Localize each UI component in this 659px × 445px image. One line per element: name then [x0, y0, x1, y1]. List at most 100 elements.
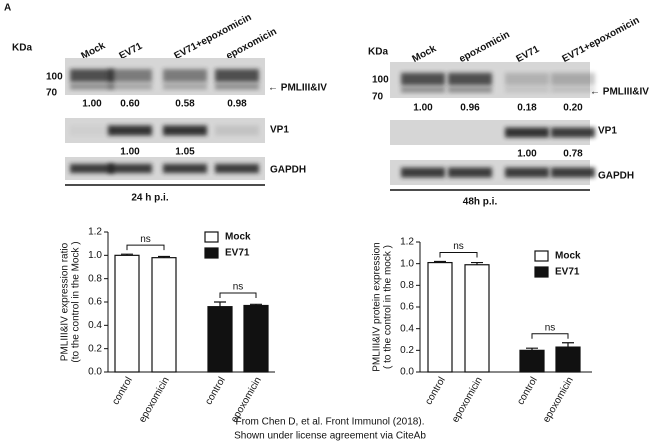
band	[215, 163, 259, 174]
bar	[207, 306, 233, 373]
quant-value: 1.00	[413, 103, 433, 114]
x-tick-label: epoxomicin	[137, 375, 172, 424]
quant-value: 1.00	[517, 149, 537, 160]
lane-label: epoxomicin	[457, 29, 511, 65]
row-label: ← PMLIII&IV	[268, 83, 327, 94]
marker-label: 70	[372, 92, 384, 103]
y-tick-label: 1.2	[88, 227, 102, 238]
band	[505, 87, 549, 93]
lane-label: EV71+epoxomicin	[560, 15, 641, 65]
marker-label: 100	[46, 72, 63, 83]
quant-value: 0.98	[227, 99, 247, 110]
timepoint: 24 h p.i.	[131, 193, 168, 204]
y-tick-label: 0.4	[88, 320, 102, 331]
significance-bracket	[126, 244, 165, 251]
band	[401, 87, 445, 93]
y-axis-label: ( to the control in the mock )	[383, 245, 394, 369]
y-axis-label: (to the control in the Mock )	[71, 241, 82, 362]
panel-label: A	[4, 3, 11, 14]
error-bar	[526, 347, 538, 351]
band	[448, 167, 492, 178]
y-tick-label: 0.6	[400, 302, 414, 313]
x-tick-label: control	[110, 375, 135, 406]
significance-label: ns	[545, 322, 556, 333]
bar	[464, 264, 490, 373]
error-bar	[471, 261, 483, 265]
legend-label: EV71	[225, 248, 250, 259]
marker-label: 70	[46, 88, 58, 99]
x-tick-label: epoxomicin	[541, 375, 576, 424]
band	[505, 167, 549, 178]
quant-value: 0.18	[517, 103, 537, 114]
legend-swatch	[204, 247, 219, 259]
error-bar	[562, 342, 574, 348]
band	[505, 72, 549, 86]
marker-label: 100	[372, 75, 389, 86]
lane-label: Mock	[410, 43, 438, 65]
quant-value: 0.60	[120, 99, 140, 110]
y-tick-label: 1.0	[400, 258, 414, 269]
bar	[427, 261, 453, 373]
bar	[114, 254, 140, 373]
quant-value: 0.20	[563, 103, 583, 114]
kda-label: KDa	[12, 43, 32, 54]
significance-bracket	[531, 333, 569, 339]
timepoint: 48h p.i.	[463, 197, 498, 208]
band	[401, 167, 445, 178]
band	[551, 72, 595, 86]
bar	[555, 346, 581, 373]
x-tick-label: control	[423, 375, 448, 406]
legend-label: Mock	[555, 251, 581, 262]
band	[163, 83, 207, 90]
error-bar	[214, 301, 226, 307]
row-label: VP1	[598, 126, 617, 137]
row-label: ← PMLIII&IV	[590, 87, 649, 98]
y-tick-label: 0.6	[88, 297, 102, 308]
legend-label: Mock	[225, 232, 251, 243]
y-tick-label: 1.0	[88, 250, 102, 261]
row-label: GAPDH	[270, 165, 306, 176]
significance-label: ns	[453, 241, 464, 252]
legend-swatch	[534, 250, 549, 262]
band	[551, 127, 595, 138]
quant-value: 1.00	[120, 147, 140, 158]
band	[505, 127, 549, 138]
band	[448, 87, 492, 93]
error-bar	[434, 260, 446, 263]
x-tick-label: control	[515, 375, 540, 406]
significance-label: ns	[140, 234, 151, 245]
y-axis-label: PMLIII&IV expression ratio	[60, 242, 71, 361]
legend-swatch	[534, 266, 549, 278]
band	[551, 167, 595, 178]
band	[215, 125, 259, 136]
row-label: GAPDH	[598, 171, 634, 182]
band	[215, 69, 259, 83]
quant-value: 0.78	[563, 149, 583, 160]
error-bar	[121, 253, 133, 256]
bar	[151, 257, 177, 373]
x-tick-label: epoxomicin	[450, 375, 485, 424]
band	[108, 125, 152, 136]
band	[108, 163, 152, 174]
kda-label: KDa	[368, 47, 388, 58]
band	[70, 69, 114, 83]
bar	[243, 304, 269, 373]
quant-value: 0.58	[175, 99, 195, 110]
quant-value: 1.05	[175, 147, 195, 158]
band	[163, 163, 207, 174]
y-tick-label: 0.2	[400, 345, 414, 356]
row-label: VP1	[270, 125, 289, 136]
y-axis-label: PMLIII&IV protein expression	[372, 242, 383, 372]
band	[401, 72, 445, 86]
y-tick-label: 0.4	[400, 323, 414, 334]
significance-bracket	[439, 252, 478, 258]
y-tick-label: 0.8	[88, 273, 102, 284]
band	[215, 83, 259, 90]
band	[70, 83, 114, 90]
y-tick-label: 1.2	[400, 237, 414, 248]
legend-swatch	[204, 231, 219, 243]
band	[163, 125, 207, 136]
y-tick-label: 0.0	[88, 367, 102, 378]
band	[70, 125, 114, 136]
